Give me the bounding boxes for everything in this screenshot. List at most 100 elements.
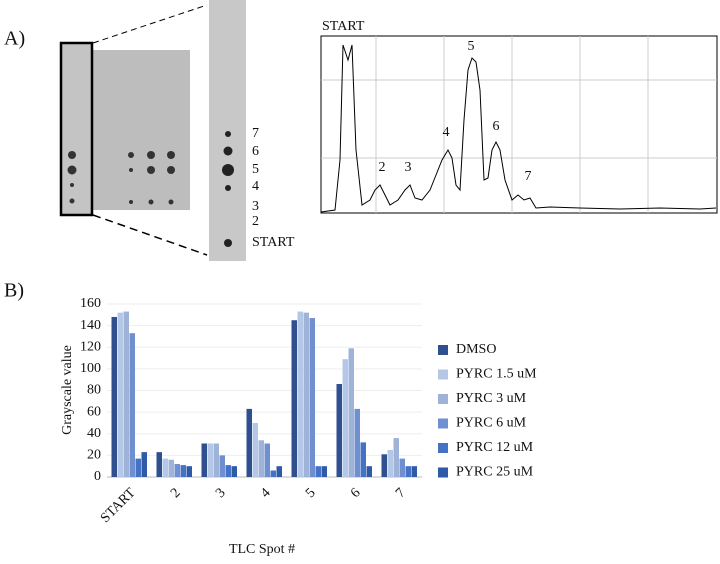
- bar: [156, 452, 162, 477]
- trace-label: 4: [443, 125, 450, 140]
- bar: [129, 333, 135, 477]
- bar: [276, 466, 282, 477]
- bar: [111, 316, 117, 477]
- legend-swatch: [438, 369, 448, 380]
- bar: [336, 384, 342, 477]
- legend-swatch: [438, 467, 448, 478]
- tlc-lane: [62, 44, 92, 214]
- legend-swatch: [438, 418, 448, 429]
- legend-swatch: [438, 443, 448, 453]
- spot-label: 6: [252, 144, 259, 159]
- bar: [162, 458, 168, 477]
- bar: [360, 442, 366, 477]
- legend-label: PYRC 3 uM: [456, 391, 527, 406]
- bar: [135, 458, 141, 477]
- bar: [315, 466, 321, 477]
- tlc-zoom-spots: [222, 131, 234, 247]
- panel-label: B): [4, 280, 24, 302]
- bar: [252, 422, 258, 477]
- bar: [393, 438, 399, 477]
- panel-label: A): [4, 28, 25, 50]
- selection-box: [59, 41, 94, 217]
- zoom-arrow: [92, 214, 208, 256]
- bar: [348, 348, 354, 477]
- trace-label: 2: [379, 160, 386, 175]
- bar: [381, 454, 387, 477]
- bar: [180, 465, 186, 477]
- bar: [399, 458, 405, 477]
- spot-label: 7: [252, 126, 259, 141]
- y-tick-label: 60: [87, 404, 101, 419]
- x-tick-label: 5: [303, 485, 319, 501]
- spot-label: 2: [252, 214, 259, 229]
- x-tick-label: 4: [258, 485, 274, 501]
- bar: [270, 470, 276, 477]
- spot-label: 5: [252, 162, 259, 177]
- tlc-zoom: [209, 0, 246, 261]
- legend-label: DMSO: [456, 342, 496, 357]
- bar: [342, 359, 348, 477]
- bar: [354, 408, 360, 477]
- y-tick-label: 20: [87, 448, 101, 463]
- legend-swatch: [438, 345, 448, 355]
- bar: [291, 320, 297, 477]
- bar: [405, 466, 411, 477]
- bar: [186, 466, 192, 477]
- trace-label: 3: [405, 160, 412, 175]
- legend-swatch: [438, 394, 448, 404]
- bar: [168, 459, 174, 477]
- zoom-arrow: [92, 4, 208, 44]
- y-tick-label: 120: [80, 339, 101, 354]
- trace-grid: [321, 36, 717, 213]
- bar: [141, 452, 147, 477]
- bar: [201, 443, 207, 477]
- y-tick-label: 80: [87, 383, 101, 398]
- trace-label: 6: [493, 119, 500, 134]
- legend-label: PYRC 6 uM: [456, 416, 527, 431]
- x-tick-label: START: [98, 485, 139, 526]
- trace-label: 7: [525, 169, 532, 184]
- x-axis-title: TLC Spot #: [229, 542, 295, 557]
- x-tick-label: 2: [168, 485, 184, 501]
- tlc-plate: [92, 50, 190, 210]
- bar: [309, 318, 315, 477]
- trace-frame: [320, 35, 718, 214]
- bar: [303, 312, 309, 477]
- bar: [219, 455, 225, 477]
- trace-label: START: [322, 19, 365, 34]
- x-tick-label: 6: [348, 485, 364, 501]
- bar: [117, 312, 123, 477]
- y-tick-label: 100: [80, 361, 101, 376]
- spot-label: 4: [252, 179, 259, 194]
- bar: [387, 449, 393, 477]
- x-tick-label: 7: [393, 485, 409, 501]
- y-axis-title: Grayscale value: [60, 345, 75, 435]
- bar: [366, 466, 372, 477]
- trace-line: [320, 44, 717, 213]
- bar: [225, 465, 231, 477]
- bar: [231, 466, 237, 477]
- bar: [174, 464, 180, 477]
- bar: [297, 311, 303, 477]
- trace-label: 5: [468, 39, 475, 54]
- spot-label: 3: [252, 199, 259, 214]
- bar: [258, 440, 264, 477]
- legend-label: PYRC 25 uM: [456, 465, 534, 480]
- y-tick-label: 40: [87, 426, 101, 441]
- legend-label: PYRC 1.5 uM: [456, 367, 537, 382]
- bar: [246, 408, 252, 477]
- tlc-spots: [67, 151, 175, 205]
- y-tick-label: 160: [80, 296, 101, 311]
- bar: [207, 443, 213, 477]
- bar: [411, 466, 417, 477]
- legend-label: PYRC 12 uM: [456, 440, 534, 455]
- y-tick-label: 140: [80, 318, 101, 333]
- x-tick-label: 3: [213, 485, 229, 501]
- spot-label: START: [252, 235, 295, 250]
- bar: [264, 443, 270, 477]
- bar: [321, 466, 327, 477]
- y-tick-label: 0: [94, 469, 101, 484]
- bar: [123, 311, 129, 477]
- bar: [213, 443, 219, 477]
